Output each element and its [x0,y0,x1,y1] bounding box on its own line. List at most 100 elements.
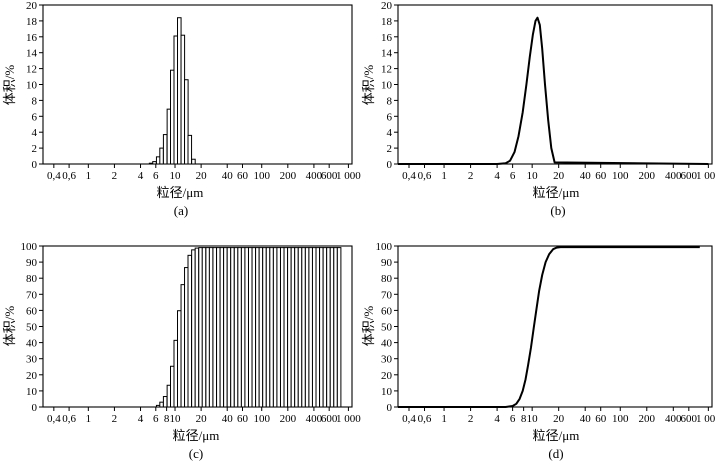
x-tick-label: 0,6 [62,170,76,182]
y-tick-label: 10 [26,80,38,92]
y-tick-label: 50 [381,322,393,334]
series-line [398,246,700,408]
x-tick-label: 60 [237,413,249,425]
y-tick-label: 4 [387,127,393,139]
bar [319,247,324,408]
y-tick-label: 30 [381,354,393,366]
bar [251,247,257,408]
x-axis-title: 粒径/μm [157,185,204,200]
x-tick-label: 0,6 [418,413,432,425]
x-tick-label: 2 [112,413,118,425]
y-tick-label: 18 [26,16,38,28]
bar [162,396,168,408]
x-tick-label: 0,4 [402,413,416,425]
bar [187,134,193,165]
y-tick-label: 10 [26,386,38,398]
y-tick-label: 20 [381,0,393,12]
x-tick-label: 400 [665,170,682,182]
bar [173,35,179,165]
x-tick-label: 6 [510,413,516,425]
x-tick-label: 600 [321,413,338,425]
y-tick-label: 0 [32,159,38,171]
y-tick-label: 0 [32,402,38,414]
x-tick-label: 100 [253,413,270,425]
y-tick-label: 50 [26,322,38,334]
bar [244,247,249,408]
x-tick-label: 4 [138,413,144,425]
bar [212,247,217,408]
x-tick-label: 10 [527,170,539,182]
x-tick-label: 200 [639,170,656,182]
x-tick-label: 10 [170,170,182,182]
plot-frame [397,245,713,408]
y-tick-label: 20 [26,0,38,12]
bar [240,247,246,408]
x-tick-label: 0,4 [47,170,61,182]
bar [265,247,271,408]
bar [159,401,164,408]
bar [152,161,157,165]
y-tick-label: 6 [32,111,38,123]
y-axis-title: 体积/% [361,65,376,106]
bar [269,247,274,408]
y-tick-label: 6 [387,111,393,123]
x-tick-label: 1 000 [696,413,715,425]
x-tick-label: 0,4 [47,413,61,425]
bar [191,158,196,165]
x-tick-label: 600 [681,170,698,182]
x-tick-label: 200 [280,413,297,425]
x-tick-label: 400 [306,170,323,182]
x-tick-label: 8 [521,413,527,425]
y-tick-label: 16 [381,32,393,44]
bar [191,249,196,408]
panel-label: (a) [174,203,188,218]
x-tick-label: 1 000 [336,170,361,182]
series-line [398,16,709,165]
x-tick-label: 40 [222,413,234,425]
x-tick-label: 8 [164,413,170,425]
y-tick-label: 14 [26,48,38,60]
x-tick-label: 1 000 [696,170,715,182]
y-tick-label: 80 [26,273,38,285]
y-tick-label: 100 [376,241,393,253]
x-tick-label: 40 [222,170,234,182]
bar [294,247,299,408]
bar [162,134,168,165]
bar [290,247,296,408]
x-tick-label: 40 [580,170,592,182]
y-tick-label: 40 [381,338,393,350]
x-tick-label: 2 [112,170,118,182]
x-tick-label: 100 [612,413,629,425]
x-tick-label: 4 [494,413,500,425]
bar [276,247,281,408]
x-tick-label: 1 [86,170,92,182]
y-tick-label: 60 [26,305,38,317]
bar [187,254,193,408]
x-axis-title: 粒径/μm [173,428,220,443]
bar [333,247,338,408]
x-tick-label: 200 [280,170,297,182]
y-axis-title: 体积/% [2,306,17,347]
bar [248,247,253,408]
y-axis-title: 体积/% [361,306,376,347]
y-tick-label: 0 [387,159,393,171]
bar [315,247,321,408]
y-tick-label: 10 [381,80,393,92]
x-tick-label: 60 [595,413,607,425]
x-tick-label: 6 [153,170,159,182]
x-tick-label: 0,6 [418,170,432,182]
bar [216,247,221,408]
x-tick-label: 20 [553,413,565,425]
bar [336,247,342,408]
y-tick-label: 12 [381,64,392,76]
bar [201,247,207,408]
x-tick-label: 0,4 [402,170,416,182]
y-tick-label: 2 [387,143,393,155]
bar [173,339,179,408]
x-tick-label: 1 [86,413,92,425]
